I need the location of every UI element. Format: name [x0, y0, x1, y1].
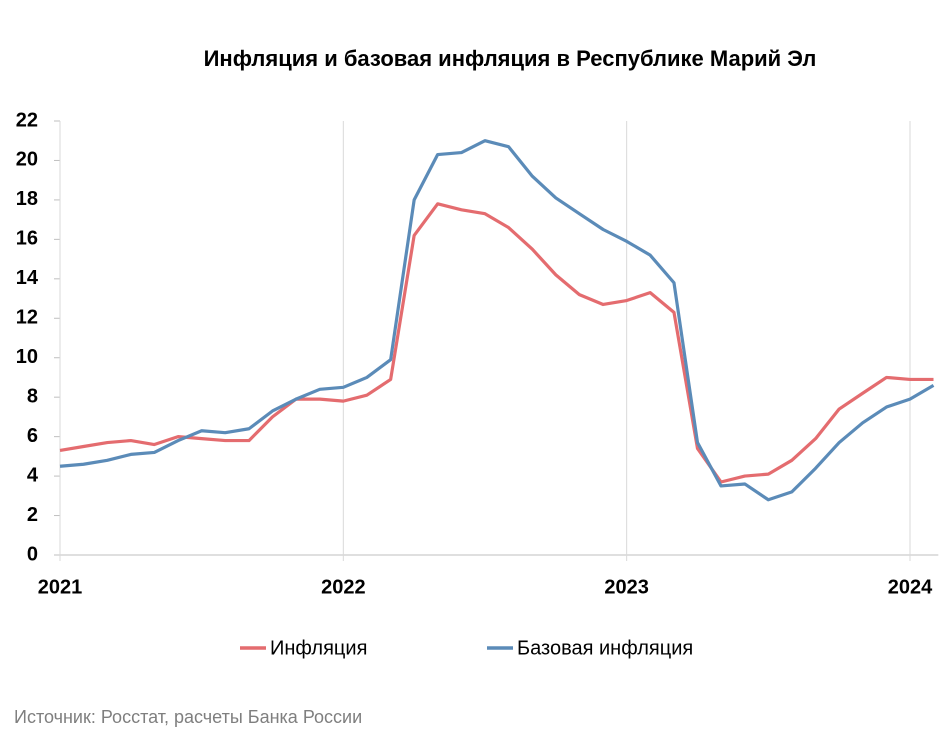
series-line	[59, 139, 935, 502]
legend-label: Инфляция	[270, 637, 367, 659]
source-note: Источник: Росстат, расчеты Банка России	[14, 707, 362, 727]
y-tick-label: 6	[27, 425, 38, 447]
y-tick-label: 22	[16, 109, 38, 131]
legend-label: Базовая инфляция	[517, 637, 693, 659]
y-tick-label: 20	[16, 149, 38, 171]
y-tick-label: 10	[16, 346, 38, 368]
y-tick-label: 0	[27, 543, 38, 565]
y-tick-label: 8	[27, 385, 38, 407]
x-tick-label: 2024	[888, 576, 933, 598]
series-line	[59, 202, 934, 484]
y-tick-label: 14	[16, 267, 39, 289]
y-tick-label: 12	[16, 307, 38, 329]
y-tick-label: 18	[16, 188, 38, 210]
y-tick-label: 16	[16, 228, 38, 250]
chart-title: Инфляция и базовая инфляция в Республике…	[204, 46, 817, 71]
x-tick-label: 2023	[604, 576, 649, 598]
x-tick-label: 2021	[38, 576, 83, 598]
y-tick-label: 4	[27, 464, 39, 486]
x-tick-label: 2022	[321, 576, 366, 598]
y-tick-label: 2	[27, 504, 38, 526]
